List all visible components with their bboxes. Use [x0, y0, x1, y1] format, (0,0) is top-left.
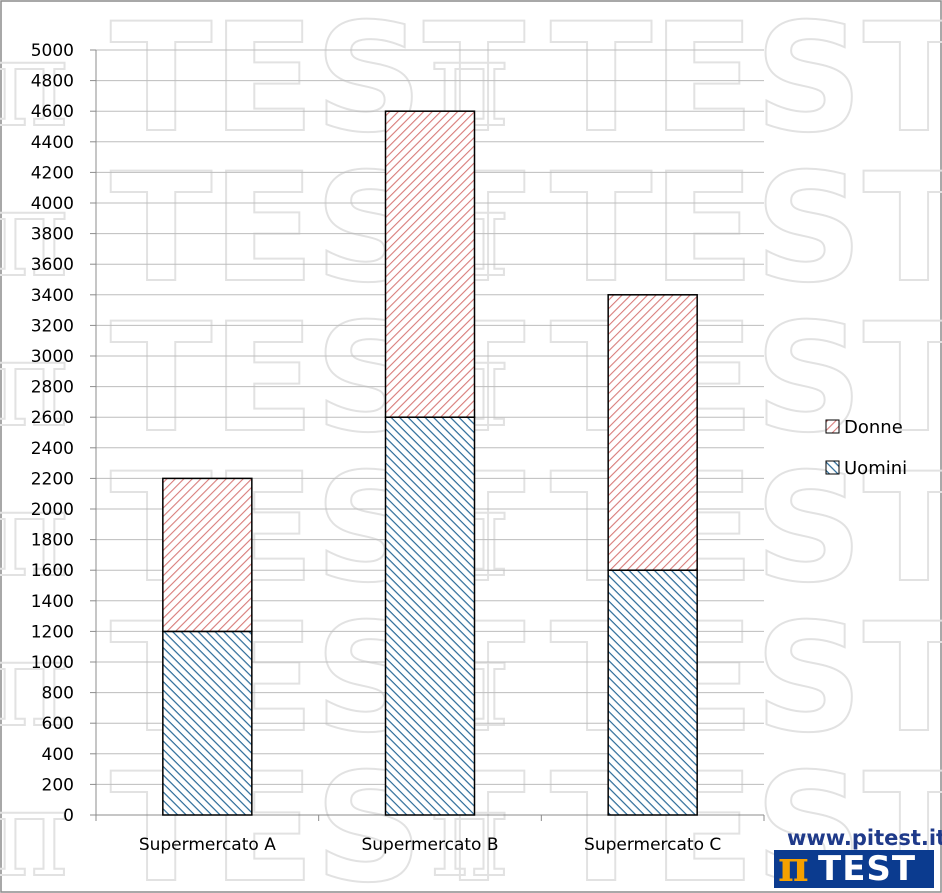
logo-background	[774, 850, 934, 888]
y-tick-label: 3400	[31, 286, 74, 306]
legend-swatch-uomini	[825, 460, 840, 475]
y-tick-label: 1000	[31, 653, 74, 673]
logo-pi-symbol: π	[778, 842, 809, 891]
x-tick-labels: Supermercato A Supermercato B Supermercato…	[139, 835, 721, 855]
x-category-label: Supermercato C	[584, 835, 721, 855]
y-tick-label: 0	[63, 806, 74, 826]
y-tick-label: 1400	[31, 592, 74, 612]
logo-name: TEST	[818, 849, 917, 889]
watermark-pi: π	[0, 765, 69, 893]
y-tick-label: 4600	[31, 102, 74, 122]
y-tick-label: 800	[42, 684, 74, 704]
bar-uomini-3	[607, 569, 698, 816]
y-tick-label: 4000	[31, 194, 74, 214]
watermark-text: TEST	[550, 142, 942, 316]
watermark-text: TEST	[550, 0, 942, 166]
watermark-pi: π	[0, 315, 69, 454]
x-category-label: Supermercato B	[361, 835, 498, 855]
legend-swatch-donne	[825, 419, 840, 434]
y-tick-label: 4400	[31, 133, 74, 153]
y-tick-label: 1600	[31, 561, 74, 581]
watermark-pi: π	[0, 465, 69, 604]
bar-donne-3	[607, 294, 698, 571]
site-url[interactable]: www.pitest.it	[787, 826, 942, 850]
bar-uomini-2	[384, 416, 476, 816]
watermark-pi: π	[0, 165, 69, 304]
y-tick-label: 4200	[31, 163, 74, 183]
y-tick-label: 2600	[31, 408, 74, 428]
legend-label-uomini: Uomini	[844, 458, 907, 479]
legend-label-donne: Donne	[844, 417, 903, 438]
y-tick-label: 3800	[31, 225, 74, 245]
y-tick-label: 400	[42, 745, 74, 765]
bar-donne-2	[384, 110, 476, 418]
y-tick-labels: 0 200 400 600 800 1000 1200 1400 1600 1800 2000 220…	[31, 41, 74, 826]
y-tick-label: 2400	[31, 439, 74, 459]
x-category-label: Supermercato A	[139, 835, 276, 855]
y-tick-label: 1800	[31, 531, 74, 551]
watermark-pi: π	[0, 15, 69, 154]
y-tick-label: 4800	[31, 72, 74, 92]
y-tick-label: 2000	[31, 500, 74, 520]
y-tick-label: 200	[42, 775, 74, 795]
y-tick-label: 3000	[31, 347, 74, 367]
y-tick-label: 3600	[31, 255, 74, 275]
y-tick-label: 5000	[31, 41, 74, 61]
bar-uomini-1	[162, 630, 253, 816]
legend: Donne Uomini	[825, 417, 907, 479]
watermark-pi: π	[0, 615, 69, 754]
y-tick-label: 600	[42, 714, 74, 734]
y-tick-label: 2200	[31, 469, 74, 489]
bars	[162, 110, 698, 816]
bar-donne-1	[162, 477, 253, 633]
y-tick-label: 1200	[31, 622, 74, 642]
y-tick-label: 2800	[31, 378, 74, 398]
y-tick-label: 3200	[31, 316, 74, 336]
